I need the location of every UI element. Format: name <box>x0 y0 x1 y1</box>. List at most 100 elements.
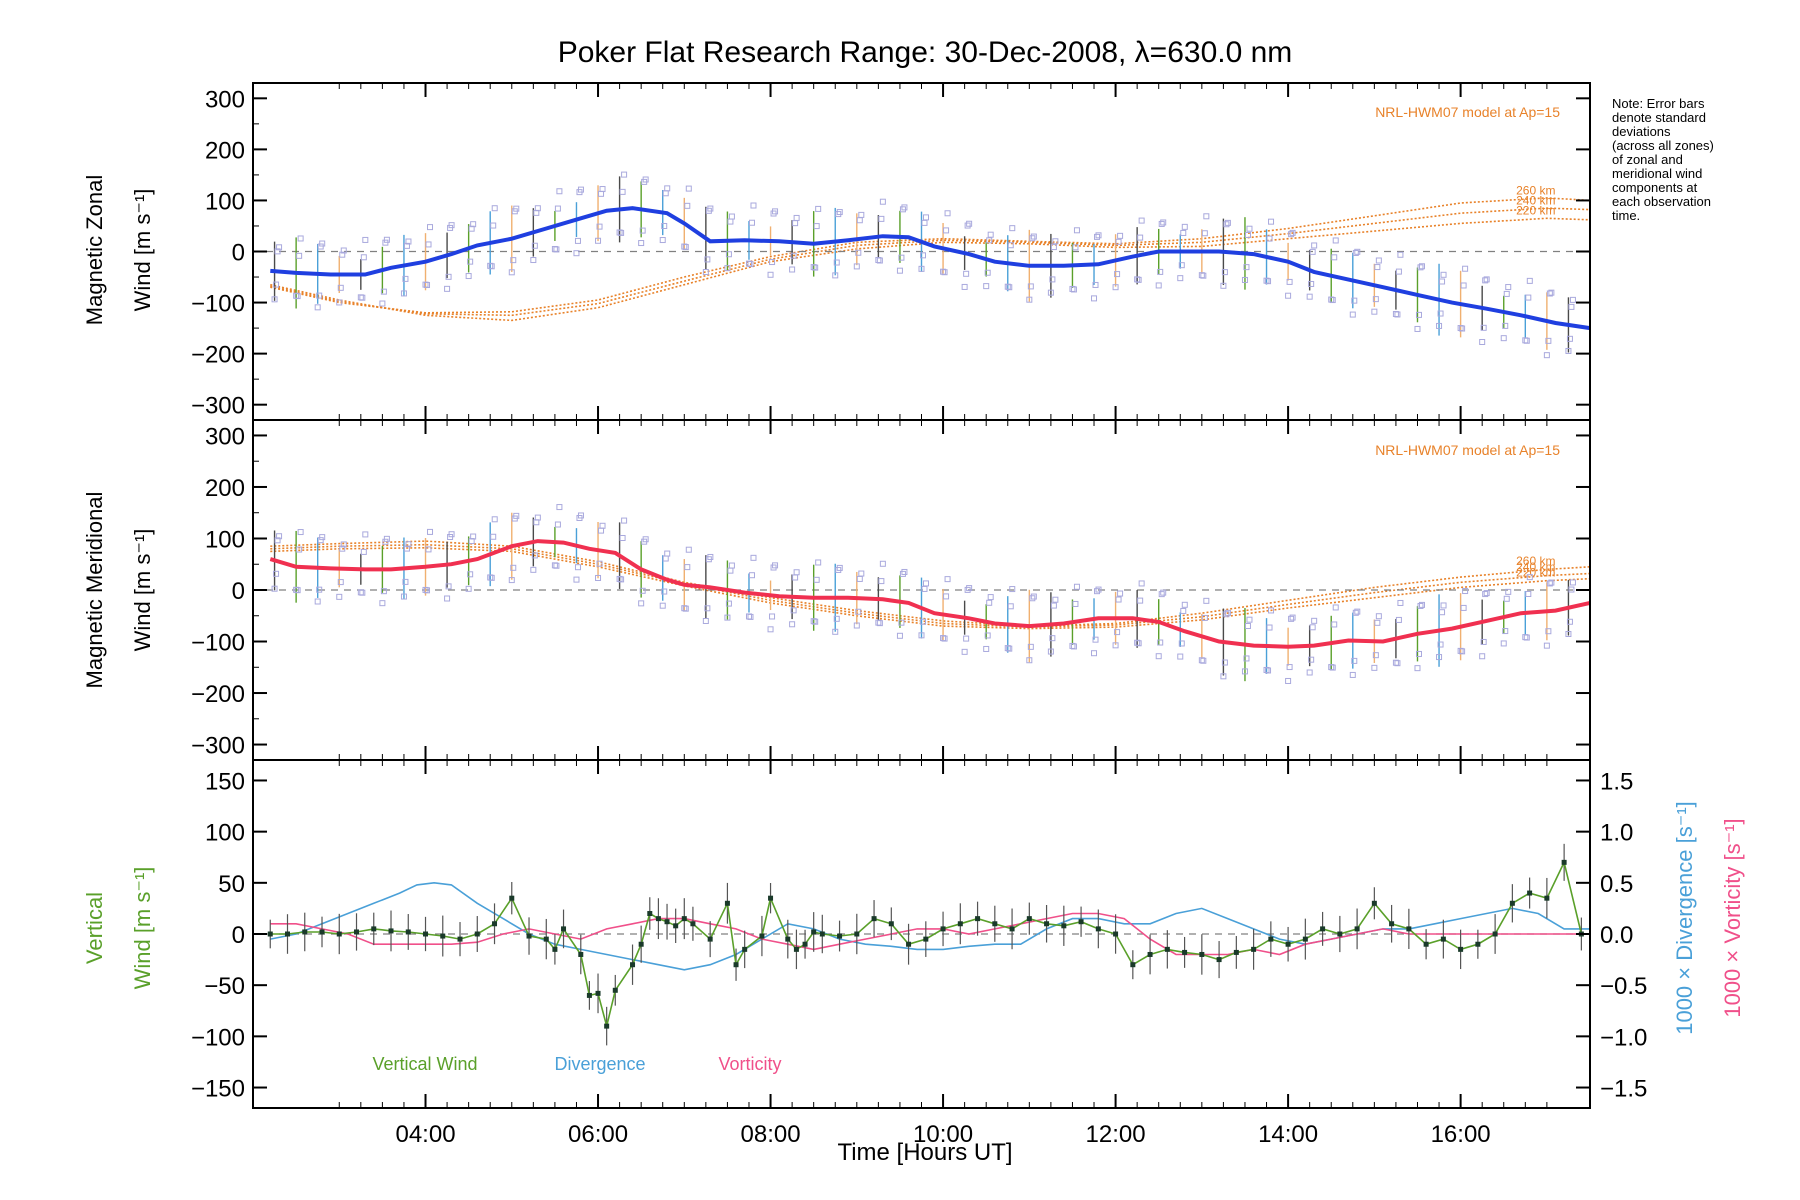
zonal-zone-marker <box>1436 322 1443 329</box>
vertical-wind-point <box>655 916 661 922</box>
meridional-zone-marker <box>1479 653 1486 660</box>
meridional-zone-marker <box>1094 588 1101 595</box>
meridional-zone-marker <box>445 583 452 590</box>
vertical-wind-point <box>1078 919 1084 925</box>
right-y-tick-label: −0.5 <box>1600 973 1647 1000</box>
meridional-zone-marker <box>444 595 451 602</box>
meridional-zone-marker <box>1134 639 1141 646</box>
meridional-zone-marker <box>1569 579 1576 586</box>
meridional-zone-marker <box>556 504 563 511</box>
meridional-zone-marker <box>362 531 369 538</box>
zonal-zone-marker <box>513 205 520 212</box>
zonal-zone-marker <box>1246 225 1253 232</box>
zonal-zone-marker <box>1306 293 1313 300</box>
zonal-zone-marker <box>855 249 862 256</box>
meridional-zone-marker <box>1543 642 1550 649</box>
zonal-zone-marker <box>901 204 908 211</box>
zonal-zone-marker <box>573 250 580 257</box>
zonal-zone-marker <box>1566 335 1573 342</box>
zonal-zone-marker <box>1137 234 1144 241</box>
meridional-ylabel-line1: Magnetic Meridional <box>82 492 107 689</box>
vertical-wind-point <box>733 962 739 968</box>
zonal-zone-marker <box>1004 283 1011 290</box>
vertical-wind-point <box>543 936 549 942</box>
zonal-zone-marker <box>1459 325 1466 332</box>
meridional-zone-marker <box>986 599 993 606</box>
zonal-zone-marker <box>1568 303 1575 310</box>
meridional-zone-marker <box>1268 607 1275 614</box>
meridional-zone-marker <box>1480 638 1487 645</box>
meridional-zone-marker <box>317 537 324 544</box>
meridional-zone-marker <box>490 533 497 540</box>
meridional-zone-marker <box>1418 601 1425 608</box>
zonal-zone-marker <box>1072 244 1079 251</box>
zonal-zone-marker <box>1351 297 1358 304</box>
zonal-zone-marker <box>725 251 732 258</box>
zonal-zone-marker <box>445 273 452 280</box>
zonal-zone-marker <box>596 223 603 230</box>
vertical-wind-point <box>457 936 463 942</box>
zonal-zone-marker <box>530 257 537 264</box>
vorticity-line <box>270 912 1590 956</box>
zonal-zone-marker <box>642 176 649 183</box>
meridional-model-height-label: 260 km <box>1516 554 1555 568</box>
meridional-zone-marker <box>297 529 304 536</box>
zonal-model-height-label: 220 km <box>1516 204 1555 218</box>
meridional-zone-marker <box>336 593 343 600</box>
zonal-zone-marker <box>1397 251 1404 258</box>
vertical-y-tick-label: 0 <box>232 922 245 949</box>
meridional-zone-marker <box>1285 677 1292 684</box>
right-y-tick-label: −1.0 <box>1600 1024 1647 1051</box>
zonal-model-line <box>270 207 1591 317</box>
vertical-wind-point <box>638 941 644 947</box>
vertical-wind-point <box>923 936 929 942</box>
zonal-zone-marker <box>619 188 626 195</box>
zonal-zone-marker <box>728 213 735 220</box>
zonal-zone-marker <box>319 240 326 247</box>
zonal-zone-marker <box>1417 264 1424 271</box>
meridional-zone-marker <box>858 570 865 577</box>
meridional-zone-marker <box>707 553 714 560</box>
vertical-panel: 150 100 50 0 −50 −100 −150 1.5 1.0 0.5 0.0 −0.5 −1.0… <box>191 759 1647 1148</box>
meridional-zone-marker <box>1243 655 1250 662</box>
vertical-wind-point <box>1561 859 1567 865</box>
vertical-wind-point <box>1406 926 1412 932</box>
zonal-zone-marker <box>1372 296 1379 303</box>
meridional-zone-marker <box>1311 617 1318 624</box>
zonal-zone-marker <box>465 273 472 280</box>
zonal-zone-marker <box>707 205 714 212</box>
meridional-zone-marker <box>896 632 903 639</box>
zonal-zone-marker <box>941 269 948 276</box>
meridional-zone-marker <box>1289 614 1296 621</box>
meridional-zone-marker <box>618 576 625 583</box>
meridional-zone-marker <box>898 619 905 626</box>
meridional-zone-marker <box>1181 601 1188 608</box>
zonal-zone-marker <box>1437 310 1444 317</box>
meridional-zone-marker <box>1565 631 1572 638</box>
zonal-zone-marker <box>1221 269 1228 276</box>
zonal-zone-marker <box>1418 263 1425 270</box>
right-y-tick-label: 0.0 <box>1600 922 1633 949</box>
zonal-zone-marker <box>1371 308 1378 315</box>
x-tick-label: 08:00 <box>741 1121 801 1148</box>
meridional-zone-marker <box>621 517 628 524</box>
meridional-zone-marker <box>815 559 822 566</box>
meridional-zone-marker <box>793 569 800 576</box>
zonal-zone-marker <box>702 269 709 276</box>
right-y-tick-label: 0.5 <box>1600 871 1633 898</box>
vertical-wind-point <box>975 916 981 922</box>
zonal-zone-marker <box>833 259 840 266</box>
zonal-zone-marker <box>1160 219 1167 226</box>
meridional-zone-marker <box>1500 640 1507 647</box>
vertical-wind-point <box>586 992 592 998</box>
meridional-zone-marker <box>1009 586 1016 593</box>
vertical-wind-point <box>509 895 515 901</box>
zonal-zone-marker <box>1374 264 1381 271</box>
meridional-zone-marker <box>1266 624 1273 631</box>
x-tick-label: 14:00 <box>1258 1121 1318 1148</box>
meridional-zone-marker <box>1241 668 1248 675</box>
meridional-zone-marker <box>1030 593 1037 600</box>
meridional-model-line <box>270 543 1591 628</box>
zonal-zone-marker <box>1263 277 1270 284</box>
